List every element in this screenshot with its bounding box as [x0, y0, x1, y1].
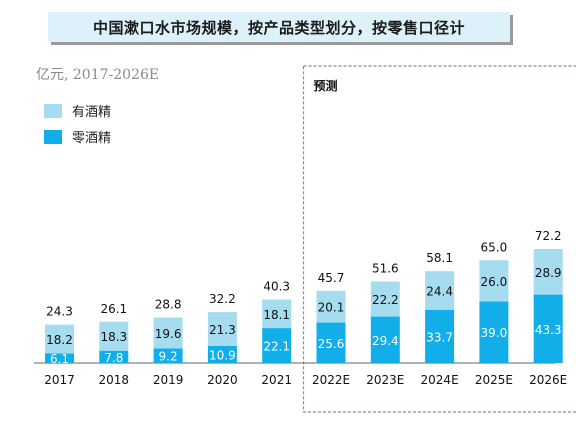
x-tick-label: 2021 — [261, 373, 292, 387]
bar-segment-alcohol-free — [425, 309, 455, 363]
bar-segment-alcohol-free — [533, 294, 563, 363]
data-label-alcohol: 18.2 — [46, 333, 73, 347]
data-label-alcohol: 19.6 — [155, 327, 182, 341]
chart-title: 中国漱口水市场规模，按产品类型划分，按零售口径计 — [92, 18, 465, 37]
data-label-alcohol: 18.3 — [100, 330, 127, 344]
x-tick-label: 2023E — [366, 373, 404, 387]
forecast-region-box — [302, 65, 576, 413]
data-label-alcohol-free: 39.0 — [481, 326, 508, 340]
data-label-total: 72.2 — [535, 229, 562, 243]
bar-segment-alcohol-free — [99, 350, 129, 363]
data-label-total: 26.1 — [100, 302, 127, 316]
bar-segment-alcohol — [370, 281, 400, 317]
data-label-total: 45.7 — [318, 271, 345, 285]
data-label-alcohol-free: 6.1 — [50, 352, 69, 366]
forecast-label: 预测 — [314, 78, 338, 93]
bar-segment-alcohol — [479, 260, 509, 302]
legend-swatch — [44, 104, 62, 118]
data-label-alcohol-free: 33.7 — [426, 330, 453, 344]
x-tick-label: 2026E — [529, 373, 567, 387]
legend-swatch — [44, 130, 62, 144]
data-label-alcohol: 18.1 — [263, 308, 290, 322]
data-label-alcohol: 28.9 — [535, 266, 562, 280]
data-label-alcohol-free: 9.2 — [159, 350, 178, 364]
bar-segment-alcohol — [316, 290, 346, 323]
bar-segment-alcohol — [262, 299, 292, 329]
x-tick-label: 2024E — [421, 373, 459, 387]
bar-segment-alcohol — [45, 324, 74, 354]
data-label-alcohol-free: 29.4 — [372, 334, 399, 348]
legend-label: 零酒精 — [72, 131, 111, 146]
data-label-total: 65.0 — [481, 240, 508, 254]
data-label-alcohol: 21.3 — [209, 323, 236, 337]
unit-note: 亿元, 2017-2026E — [36, 67, 160, 83]
bar-segment-alcohol-free — [207, 345, 237, 363]
data-label-alcohol-free: 10.9 — [209, 348, 236, 362]
x-tick-label: 2020 — [207, 373, 238, 387]
x-tick-label: 2019 — [153, 373, 184, 387]
data-label-alcohol-free: 22.1 — [263, 340, 290, 354]
chart-title-banner: 中国漱口水市场规模，按产品类型划分，按零售口径计 — [48, 12, 510, 42]
bar-segment-alcohol-free — [45, 353, 74, 363]
bar-segment-alcohol — [153, 317, 183, 349]
bar-segment-alcohol-free — [153, 348, 183, 363]
x-tick-label: 2017 — [44, 373, 75, 387]
data-label-alcohol: 26.0 — [481, 275, 508, 289]
bar-segment-alcohol — [533, 248, 563, 295]
data-label-total: 40.3 — [263, 279, 290, 293]
bar-segment-alcohol — [207, 312, 237, 346]
data-label-alcohol-free: 25.6 — [318, 337, 345, 351]
data-label-alcohol: 20.1 — [318, 301, 345, 315]
x-tick-label: 2018 — [99, 373, 130, 387]
data-label-alcohol-free: 7.8 — [104, 351, 123, 365]
bar-segment-alcohol-free — [262, 328, 292, 363]
data-label-total: 28.8 — [155, 297, 182, 311]
data-label-alcohol: 22.2 — [372, 293, 399, 307]
data-label-alcohol-free: 43.3 — [535, 323, 562, 337]
data-label-alcohol: 24.4 — [426, 284, 453, 298]
x-tick-label: 2022E — [312, 373, 350, 387]
x-tick-label: 2025E — [475, 373, 513, 387]
bar-segment-alcohol-free — [316, 322, 346, 363]
data-label-total: 58.1 — [426, 251, 453, 265]
bar-segment-alcohol-free — [370, 316, 400, 363]
legend-label: 有酒精 — [72, 105, 111, 120]
data-label-total: 24.3 — [46, 305, 73, 319]
bar-segment-alcohol — [99, 321, 129, 351]
data-label-total: 32.2 — [209, 292, 236, 306]
bar-segment-alcohol-free — [479, 301, 509, 363]
data-label-total: 51.6 — [372, 261, 399, 275]
bar-segment-alcohol — [425, 271, 455, 310]
